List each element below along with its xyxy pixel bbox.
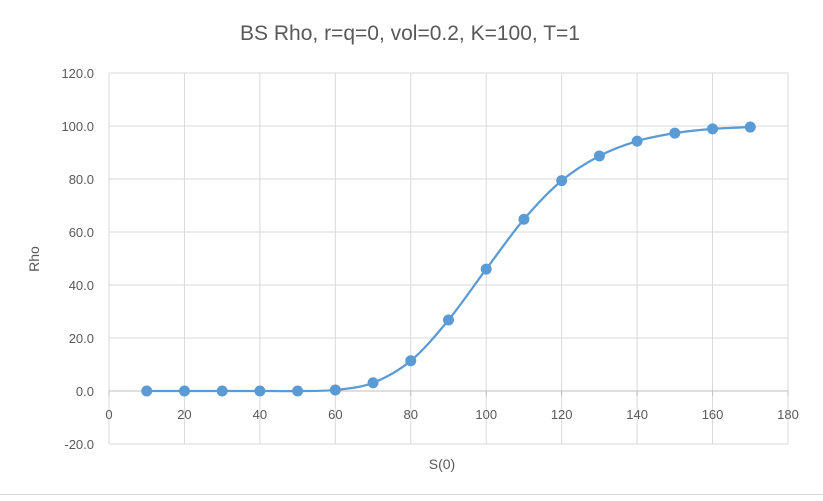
x-tick-label: 180 [777, 407, 799, 422]
y-tick-label: 20.0 [69, 331, 94, 346]
x-axis-label: S(0) [429, 456, 455, 472]
data-point [707, 123, 719, 135]
data-point [141, 385, 153, 397]
x-tick-label: 60 [328, 407, 342, 422]
data-point [480, 263, 492, 275]
data-point [556, 175, 568, 187]
data-point [405, 355, 417, 367]
x-tick-label: 120 [551, 407, 573, 422]
y-tick-label: 100.0 [61, 119, 94, 134]
chart-title: BS Rho, r=q=0, vol=0.2, K=100, T=1 [240, 22, 580, 45]
y-tick-label: 0.0 [76, 384, 94, 399]
data-point [744, 121, 756, 133]
data-point [216, 385, 228, 397]
y-tick-label: 40.0 [69, 278, 94, 293]
data-point [443, 314, 454, 326]
y-tick-label: 80.0 [69, 172, 94, 187]
data-point [518, 213, 530, 225]
y-axis-label: Rho [26, 246, 42, 272]
data-point [254, 385, 266, 397]
data-point [292, 385, 304, 397]
y-tick-label: -20.0 [64, 437, 94, 452]
y-tick-label: 120.0 [61, 66, 94, 81]
y-tick-label: 60.0 [69, 225, 94, 240]
data-point [178, 385, 190, 397]
data-point [631, 135, 643, 147]
bottom-divider [0, 494, 823, 495]
tick-labels: -20.0 0.0 20.0 40.0 60.0 80.0 100.0 120.0 0 20 40 6… [61, 66, 798, 452]
data-point [669, 127, 681, 139]
x-tick-label: 160 [702, 407, 724, 422]
x-tick-label: 40 [253, 407, 267, 422]
x-tick-label: 80 [404, 407, 418, 422]
x-tick-label: 140 [626, 407, 648, 422]
data-point [367, 377, 379, 389]
grid-lines [108, 72, 789, 445]
x-tick-label: 0 [105, 407, 112, 422]
data-series [141, 121, 756, 397]
x-tick-label: 20 [177, 407, 191, 422]
data-point [329, 384, 341, 396]
data-point [593, 150, 605, 162]
series-line [146, 125, 751, 393]
x-tick-label: 100 [475, 407, 497, 422]
